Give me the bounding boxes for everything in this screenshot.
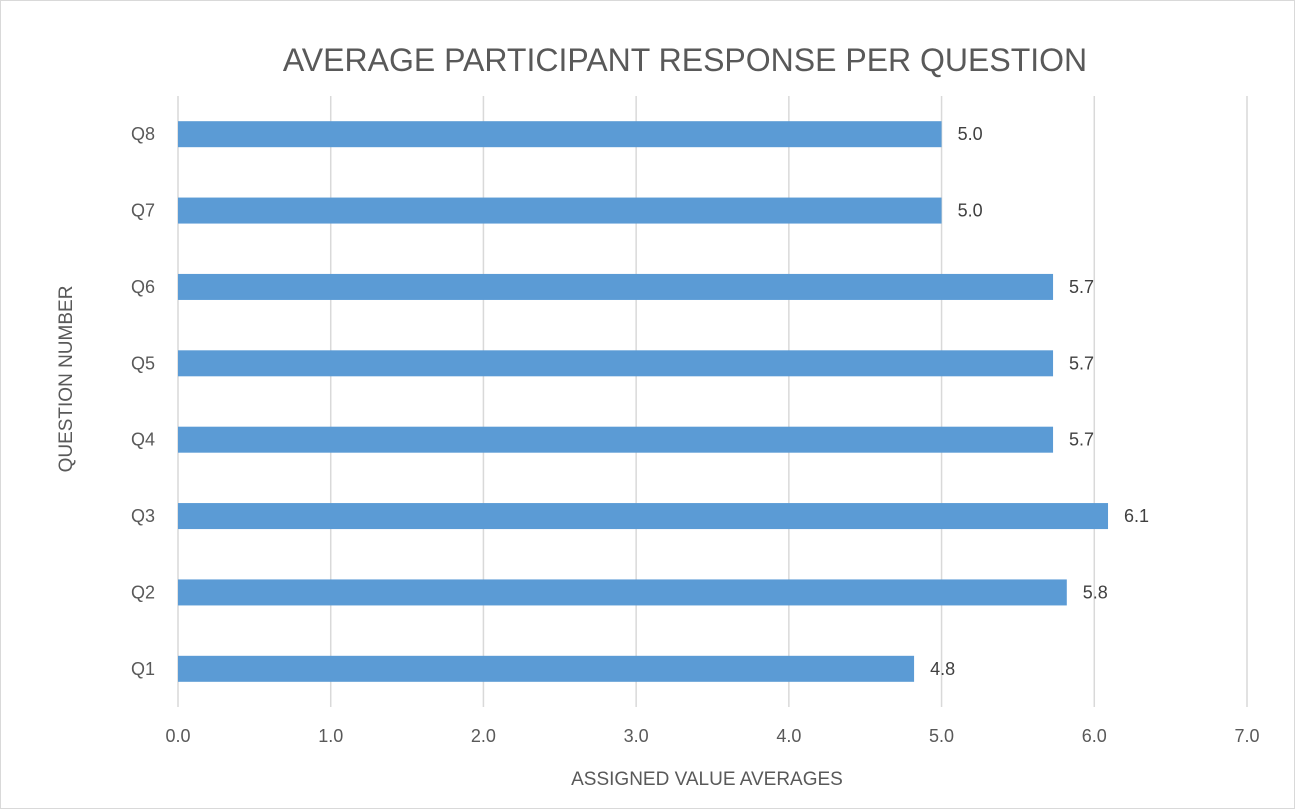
data-label-q2: 5.8: [1083, 582, 1108, 602]
x-tick-label-1: 1.0: [318, 726, 343, 746]
chart-title: AVERAGE PARTICIPANT RESPONSE PER QUESTIO…: [283, 42, 1087, 78]
bar-q1: [178, 655, 915, 682]
bar-layer: [178, 121, 1109, 682]
data-label-q8: 5.0: [958, 124, 983, 144]
grid-layer: [177, 96, 1248, 707]
data-label-q1: 4.8: [930, 659, 955, 679]
data-label-q3: 6.1: [1124, 506, 1149, 526]
y-tick-label-q7: Q7: [131, 201, 155, 221]
x-tick-label-6: 6.0: [1082, 726, 1107, 746]
y-tick-label-q6: Q6: [131, 277, 155, 297]
bar-q4: [178, 426, 1054, 453]
x-tick-label-5: 5.0: [929, 726, 954, 746]
y-tick-label-q4: Q4: [131, 430, 155, 450]
x-tick-label-3: 3.0: [624, 726, 649, 746]
bar-q2: [178, 579, 1067, 606]
x-axis-title: ASSIGNED VALUE AVERAGES: [571, 769, 843, 790]
label-layer: 0.0 1.0 2.0 3.0 4.0 5.0 6.0 7.0 Q1 4.8 Q2 5.8 Q3 6.1 Q…: [131, 124, 1260, 746]
x-tick-label-0: 0.0: [165, 726, 190, 746]
data-label-q4: 5.7: [1069, 430, 1094, 450]
y-tick-label-q2: Q2: [131, 582, 155, 602]
data-label-q5: 5.7: [1069, 353, 1094, 373]
y-tick-label-q1: Q1: [131, 659, 155, 679]
bar-q6: [178, 273, 1054, 300]
data-label-q7: 5.0: [958, 201, 983, 221]
y-tick-label-q8: Q8: [131, 124, 155, 144]
bar-q7: [178, 197, 942, 224]
y-axis-title: QUESTION NUMBER: [56, 286, 77, 473]
bar-q3: [178, 503, 1109, 530]
x-tick-label-4: 4.0: [776, 726, 801, 746]
bar-q8: [178, 121, 942, 148]
y-tick-label-q3: Q3: [131, 506, 155, 526]
data-label-q6: 5.7: [1069, 277, 1094, 297]
y-tick-label-q5: Q5: [131, 353, 155, 373]
bar-q5: [178, 350, 1054, 377]
x-tick-label-2: 2.0: [471, 726, 496, 746]
x-tick-label-7: 7.0: [1234, 726, 1259, 746]
